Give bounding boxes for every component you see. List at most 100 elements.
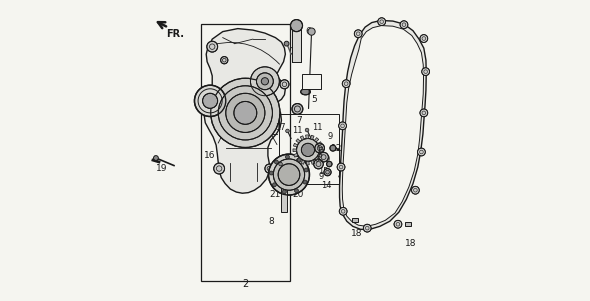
Polygon shape [300, 136, 304, 140]
Polygon shape [318, 154, 322, 157]
Circle shape [301, 143, 314, 157]
Circle shape [290, 20, 303, 32]
Circle shape [337, 163, 345, 171]
Ellipse shape [301, 89, 310, 95]
Bar [201, 24, 290, 281]
Circle shape [297, 158, 301, 162]
Circle shape [283, 190, 286, 194]
Text: 11: 11 [268, 172, 279, 181]
Circle shape [378, 18, 386, 26]
Circle shape [304, 168, 308, 172]
Bar [352, 218, 358, 222]
Text: 11: 11 [292, 126, 303, 135]
Polygon shape [317, 142, 322, 146]
Circle shape [273, 183, 276, 187]
Circle shape [327, 161, 332, 167]
Text: 14: 14 [321, 181, 332, 190]
Circle shape [284, 41, 289, 46]
Circle shape [308, 28, 315, 35]
Circle shape [278, 162, 283, 166]
Text: 3: 3 [381, 31, 387, 41]
Circle shape [273, 159, 304, 190]
Circle shape [207, 41, 218, 52]
Text: 13: 13 [290, 47, 301, 56]
Circle shape [411, 186, 419, 194]
Circle shape [297, 138, 319, 161]
Circle shape [330, 145, 336, 151]
Circle shape [319, 152, 329, 162]
Bar [302, 74, 321, 89]
Polygon shape [319, 149, 323, 152]
Circle shape [339, 207, 347, 215]
Circle shape [355, 30, 362, 38]
Circle shape [363, 224, 371, 232]
Circle shape [234, 101, 257, 124]
Text: 15: 15 [318, 167, 328, 176]
Circle shape [214, 163, 225, 174]
Circle shape [274, 160, 278, 164]
Polygon shape [294, 154, 298, 157]
Text: 17: 17 [276, 123, 286, 132]
Circle shape [286, 129, 289, 133]
Circle shape [269, 171, 273, 175]
Text: 9: 9 [328, 132, 333, 141]
Text: 12: 12 [331, 144, 342, 154]
Circle shape [305, 128, 309, 132]
Circle shape [221, 57, 228, 64]
Circle shape [257, 73, 273, 90]
Polygon shape [314, 138, 319, 142]
Polygon shape [306, 161, 309, 165]
Circle shape [422, 68, 430, 76]
Circle shape [286, 155, 289, 159]
Text: 9: 9 [318, 172, 323, 181]
Circle shape [250, 67, 279, 96]
Circle shape [342, 80, 350, 88]
Text: 9: 9 [324, 155, 330, 164]
Polygon shape [306, 135, 309, 138]
Text: 2: 2 [242, 279, 248, 290]
Bar [405, 222, 411, 226]
Text: 20: 20 [292, 190, 304, 199]
Circle shape [339, 122, 346, 130]
Polygon shape [204, 29, 286, 193]
Circle shape [265, 164, 274, 173]
Text: 6: 6 [306, 27, 312, 36]
Polygon shape [315, 157, 319, 162]
Polygon shape [293, 149, 297, 152]
Circle shape [211, 78, 280, 147]
Text: FR.: FR. [166, 29, 185, 39]
Circle shape [418, 148, 425, 156]
Circle shape [315, 143, 324, 153]
Circle shape [268, 154, 309, 195]
Polygon shape [319, 147, 323, 150]
Polygon shape [301, 160, 304, 164]
Text: 11: 11 [312, 123, 323, 132]
Text: 8: 8 [268, 217, 274, 226]
Text: 7: 7 [297, 116, 303, 125]
Text: 16: 16 [204, 150, 216, 160]
Circle shape [314, 159, 323, 169]
Circle shape [420, 109, 428, 117]
Polygon shape [342, 26, 424, 226]
Text: 5: 5 [312, 95, 317, 104]
Polygon shape [296, 139, 300, 143]
Text: 21: 21 [270, 190, 281, 199]
Text: 18: 18 [351, 229, 363, 238]
Circle shape [202, 93, 218, 108]
Circle shape [394, 220, 402, 228]
Circle shape [195, 85, 226, 116]
Circle shape [226, 93, 265, 132]
Circle shape [280, 80, 289, 89]
Circle shape [303, 180, 307, 184]
Text: 10: 10 [283, 163, 293, 172]
Polygon shape [296, 157, 301, 162]
Circle shape [294, 189, 299, 193]
Text: 18: 18 [405, 239, 417, 248]
Polygon shape [293, 143, 298, 147]
Bar [279, 114, 339, 184]
Polygon shape [311, 160, 315, 164]
Bar [281, 185, 287, 212]
Polygon shape [310, 135, 314, 139]
Circle shape [153, 156, 158, 160]
Circle shape [218, 86, 273, 140]
